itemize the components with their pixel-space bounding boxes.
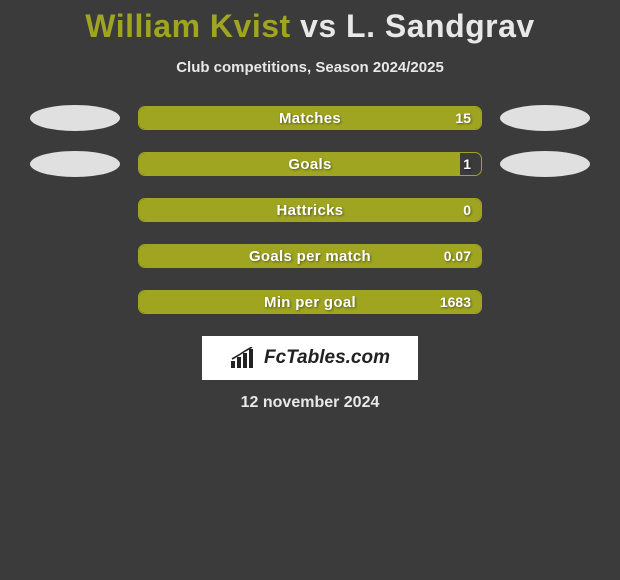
page-title: William Kvist vs L. Sandgrav <box>0 8 620 45</box>
stat-bar: Hattricks0 <box>138 198 482 222</box>
stat-label: Goals per match <box>139 245 481 267</box>
title-vs: vs <box>300 8 337 44</box>
stat-bar: Goals per match0.07 <box>138 244 482 268</box>
stat-row: Min per goal1683 <box>0 290 620 314</box>
stat-bar: Goals1 <box>138 152 482 176</box>
stat-label: Goals <box>139 153 481 175</box>
stat-bar: Min per goal1683 <box>138 290 482 314</box>
stat-value: 0.07 <box>444 245 471 267</box>
left-badge <box>30 105 120 131</box>
stat-value: 1683 <box>440 291 471 313</box>
left-badge <box>30 151 120 177</box>
stat-label: Min per goal <box>139 291 481 313</box>
stat-label: Matches <box>139 107 481 129</box>
brand-text: FcTables.com <box>264 347 390 369</box>
stat-value: 1 <box>463 153 471 175</box>
stat-row: Goals per match0.07 <box>0 244 620 268</box>
stat-label: Hattricks <box>139 199 481 221</box>
stat-row: Goals1 <box>0 152 620 176</box>
stat-value: 0 <box>463 199 471 221</box>
stat-bar: Matches15 <box>138 106 482 130</box>
player2-name: L. Sandgrav <box>346 8 535 44</box>
stat-row: Hattricks0 <box>0 198 620 222</box>
subtitle: Club competitions, Season 2024/2025 <box>0 59 620 76</box>
date-text: 12 november 2024 <box>0 394 620 412</box>
stat-row: Matches15 <box>0 106 620 130</box>
stat-value: 15 <box>455 107 471 129</box>
stats-list: Matches15 Goals1 Hattricks0 Goals per match… <box>0 106 620 314</box>
comparison-card: William Kvist vs L. Sandgrav Club compet… <box>0 0 620 412</box>
right-badge <box>500 151 590 177</box>
right-badge <box>500 105 590 131</box>
brand-badge: FcTables.com <box>202 336 418 380</box>
chart-icon <box>230 347 258 369</box>
player1-name: William Kvist <box>85 8 290 44</box>
